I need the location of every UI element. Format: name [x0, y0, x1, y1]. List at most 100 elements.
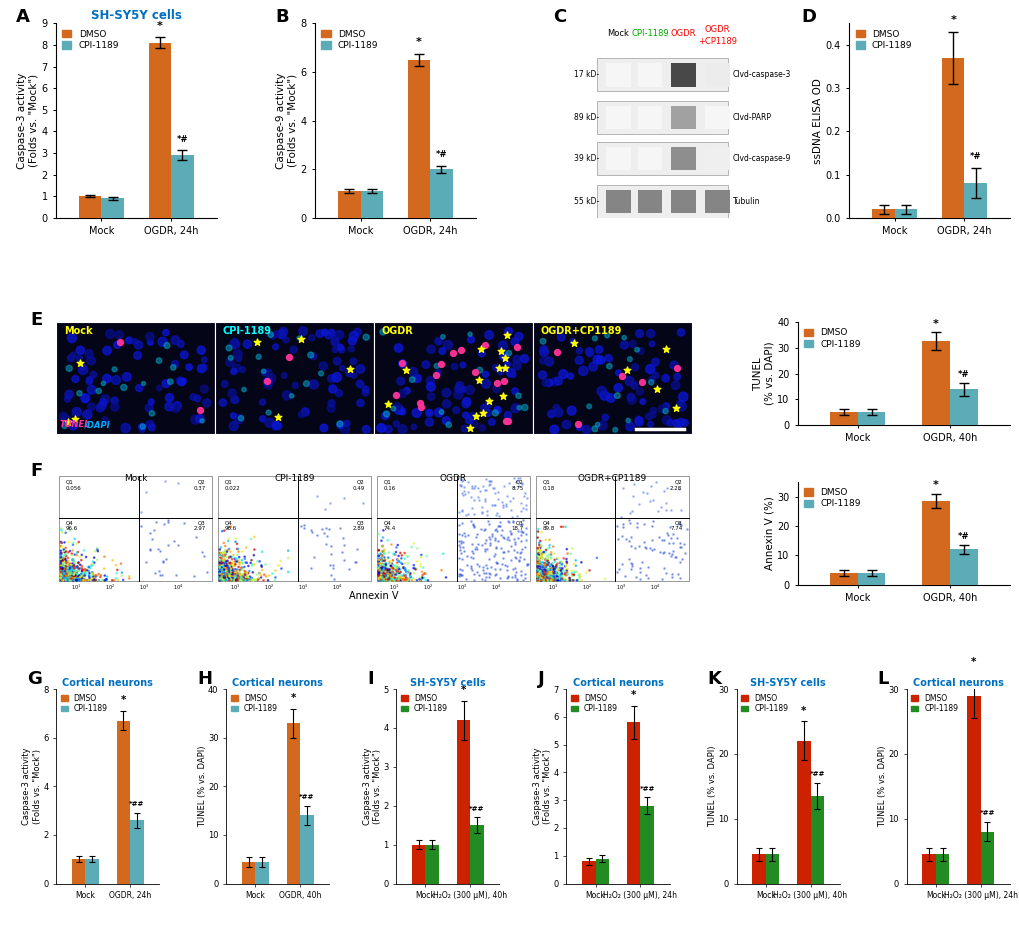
Point — [548, 552, 565, 567]
Bar — [338, 191, 360, 218]
Point — [252, 554, 268, 568]
Point — [477, 471, 493, 486]
Point — [234, 573, 251, 588]
Point — [53, 573, 69, 588]
Point — [518, 526, 534, 541]
Point — [221, 573, 237, 588]
Point — [121, 568, 138, 583]
Point — [63, 557, 79, 572]
Point — [373, 559, 389, 574]
Point — [108, 372, 124, 387]
Point — [529, 568, 545, 583]
Y-axis label: TUNEL
(% vs. DAPI): TUNEL (% vs. DAPI) — [752, 342, 773, 406]
Point — [221, 560, 237, 575]
Point — [56, 570, 72, 585]
Point — [554, 561, 571, 576]
Point — [540, 375, 556, 390]
Point — [59, 573, 75, 588]
Point — [228, 562, 245, 577]
Point — [407, 572, 423, 587]
Point — [85, 571, 101, 586]
Point — [374, 539, 390, 554]
Point — [516, 485, 532, 500]
Point — [224, 563, 240, 578]
Point — [534, 573, 550, 588]
Point — [506, 475, 523, 490]
Point — [212, 568, 228, 583]
Bar — [671, 106, 695, 129]
Point — [377, 409, 393, 424]
Bar — [966, 696, 979, 884]
Point — [64, 568, 81, 583]
Text: 10$^2$: 10$^2$ — [423, 583, 433, 592]
Point — [57, 552, 73, 567]
Point — [529, 573, 545, 588]
Point — [65, 554, 82, 569]
Point — [370, 568, 386, 583]
Point — [70, 568, 87, 583]
Point — [376, 572, 392, 587]
Point — [531, 571, 547, 586]
Point — [506, 383, 523, 398]
Point — [62, 571, 78, 586]
Point — [543, 570, 559, 585]
Point — [215, 554, 231, 568]
Point — [374, 551, 390, 566]
Point — [212, 566, 228, 581]
Point — [496, 351, 513, 366]
Point — [371, 571, 387, 586]
Point — [450, 568, 467, 583]
Point — [372, 568, 388, 583]
Point — [73, 570, 90, 585]
Point — [642, 417, 658, 432]
Point — [536, 557, 552, 572]
Point — [212, 573, 228, 588]
Point — [417, 567, 433, 582]
Point — [161, 399, 177, 414]
Point — [221, 555, 237, 570]
Point — [106, 393, 122, 408]
Point — [75, 568, 92, 583]
Point — [529, 544, 545, 559]
Point — [487, 406, 503, 421]
Point — [381, 569, 397, 584]
Point — [220, 534, 236, 549]
Point — [391, 572, 408, 587]
Point — [453, 485, 470, 500]
Point — [142, 543, 158, 558]
Legend: DMSO, CPI-1189: DMSO, CPI-1189 — [802, 326, 862, 351]
Point — [542, 550, 558, 565]
Point — [142, 329, 158, 344]
Point — [213, 572, 229, 587]
Point — [220, 561, 236, 576]
Point — [374, 561, 390, 576]
Point — [677, 415, 693, 430]
Point — [79, 573, 96, 588]
Point — [214, 555, 230, 570]
Point — [531, 568, 547, 583]
Point — [61, 561, 77, 576]
Point — [214, 565, 230, 580]
Point — [541, 547, 557, 562]
Point — [538, 572, 554, 587]
Point — [672, 570, 688, 585]
Point — [547, 572, 564, 587]
Point — [534, 559, 550, 574]
Point — [539, 561, 555, 576]
Point — [53, 573, 69, 588]
Point — [229, 571, 246, 586]
Point — [85, 566, 101, 581]
Point — [589, 352, 605, 367]
Point — [212, 570, 228, 585]
Point — [65, 562, 82, 577]
Point — [357, 381, 373, 396]
Point — [61, 569, 77, 584]
Point — [542, 564, 558, 579]
Point — [371, 568, 387, 583]
Point — [133, 504, 150, 519]
Point — [212, 569, 228, 584]
Point — [212, 567, 228, 582]
Point — [193, 343, 209, 358]
Point — [484, 481, 500, 496]
Point — [217, 570, 233, 585]
